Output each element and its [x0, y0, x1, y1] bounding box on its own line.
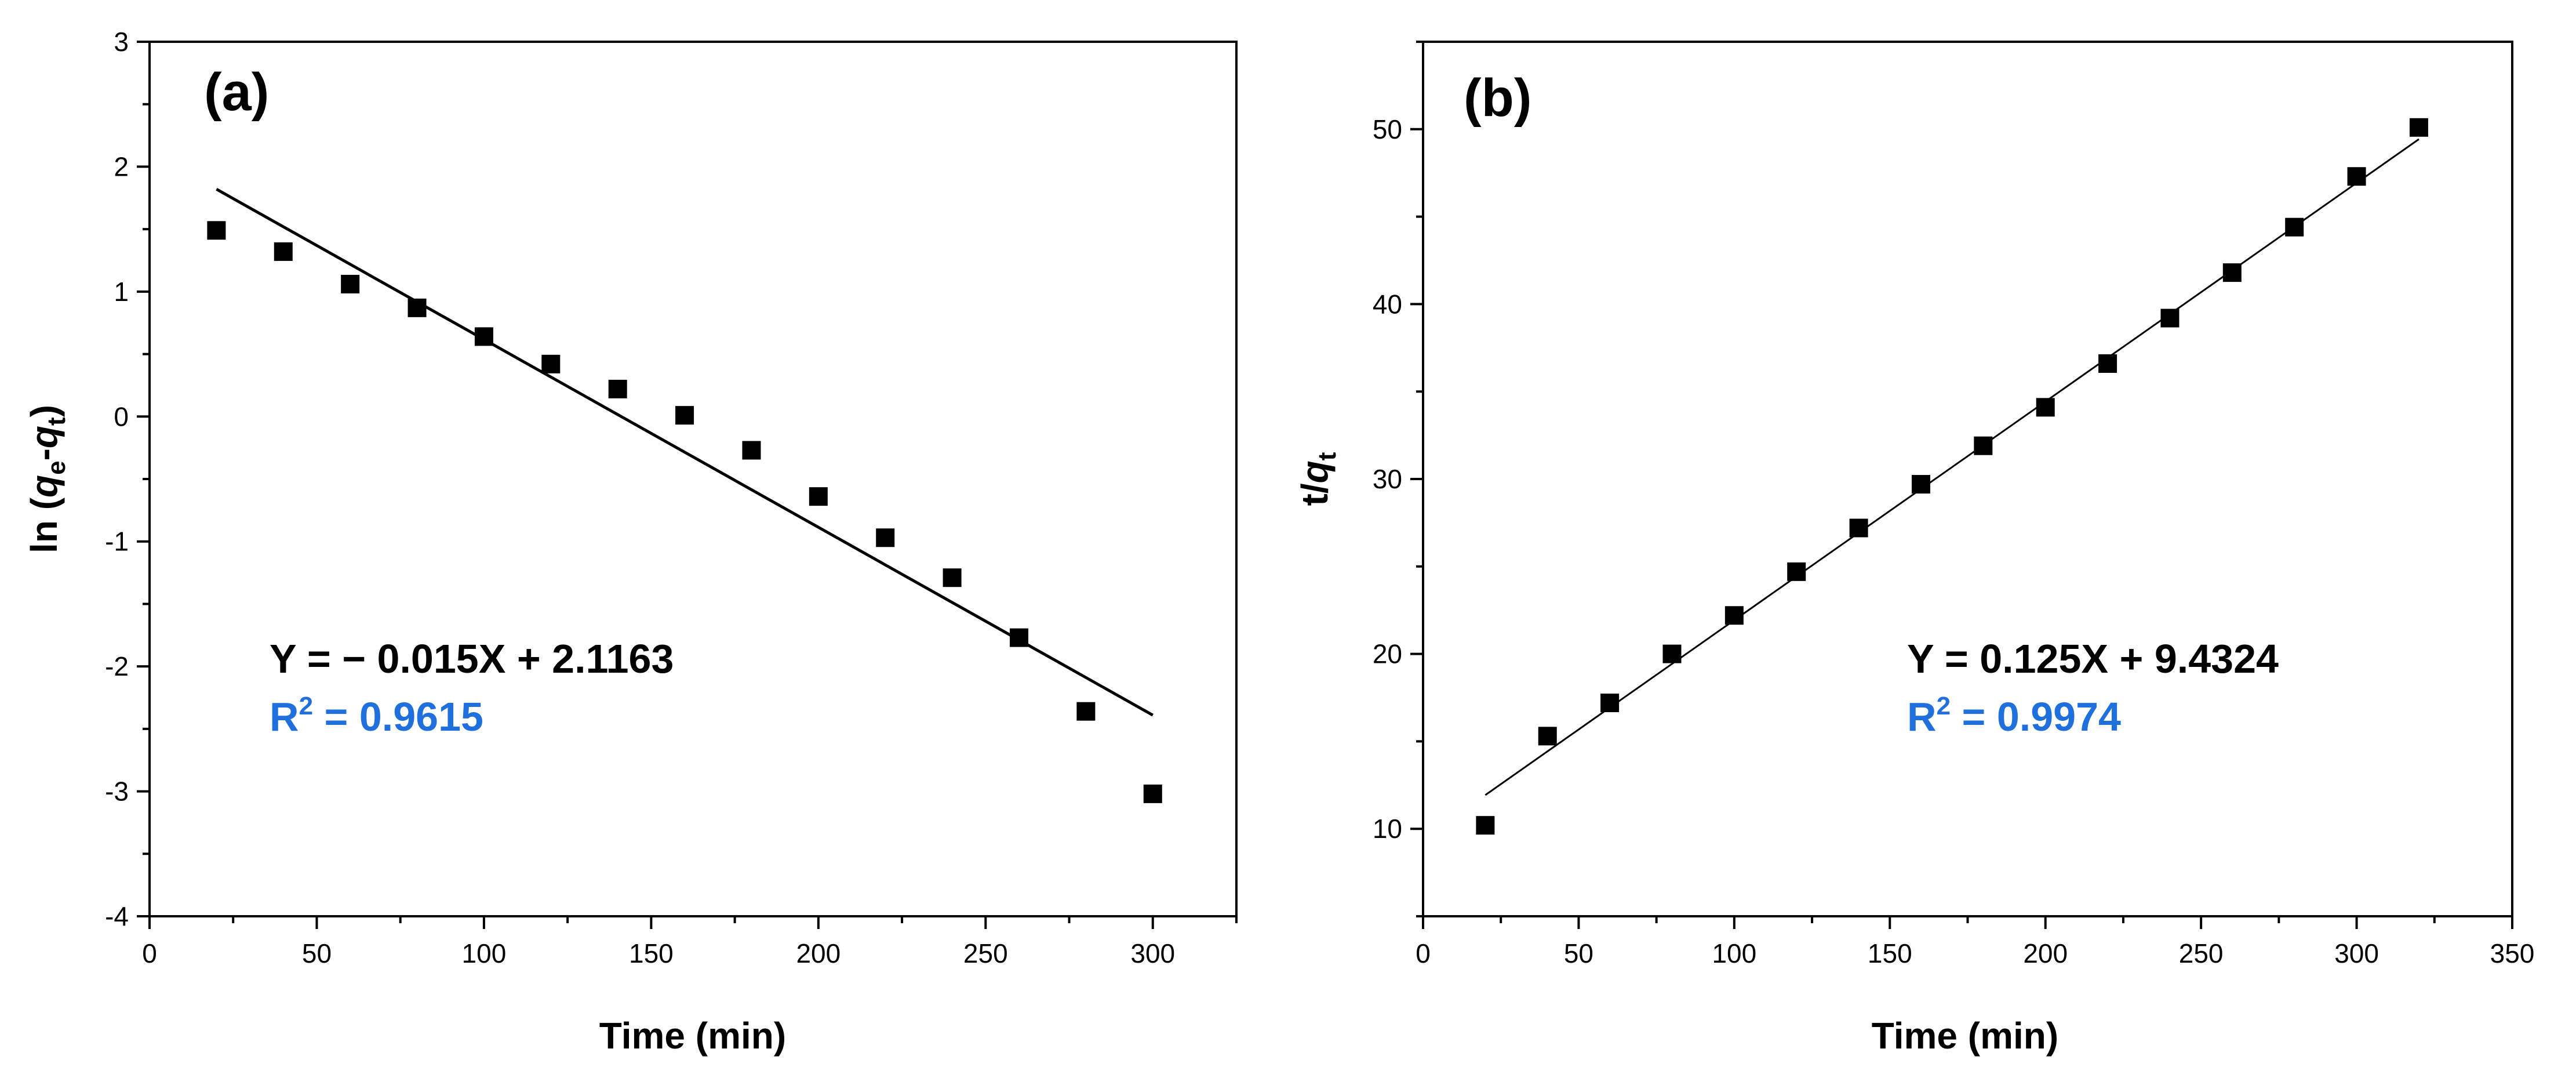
y-axis-title-a: ln (qe-qt) [23, 405, 71, 553]
data-point-a [474, 327, 493, 346]
data-point-b [1600, 694, 1620, 713]
y-tick-label-a: -3 [105, 777, 129, 807]
data-point-b [2098, 354, 2117, 373]
data-point-b [2222, 263, 2242, 282]
data-point-a [541, 354, 561, 373]
y-tick-label-b: 20 [1373, 639, 1402, 669]
panel-label-b: (b) [1464, 68, 1531, 128]
data-point-b [2347, 167, 2366, 186]
data-point-a [675, 406, 694, 425]
data-points-a [207, 221, 1162, 803]
panel-label-a: (a) [204, 63, 269, 122]
y-tick-label-a: -1 [105, 527, 129, 557]
r-squared-a: R2 = 0.9615 [270, 692, 483, 739]
data-point-a [809, 487, 828, 506]
data-point-a [943, 568, 962, 587]
x-tick-label-b: 150 [1868, 938, 1912, 968]
x-tick-label-a: 100 [462, 938, 507, 968]
data-point-a [341, 274, 360, 293]
data-point-b [1849, 518, 1868, 538]
y-tick-label-a: 3 [114, 27, 129, 57]
data-point-b [2036, 398, 2055, 417]
data-point-b [1724, 606, 1744, 625]
x-tick-label-b: 300 [2334, 938, 2379, 968]
y-tick-label-b: 10 [1373, 814, 1402, 844]
x-tick-label-a: 250 [963, 938, 1008, 968]
y-ticks-a: -4 -3 -2 -1 0 1 2 3 [105, 27, 150, 931]
x-ticks-b: 0 50 100 150 200 250 300 350 [1416, 916, 2534, 968]
equation-a: Y = − 0.015X + 2.1163 [270, 636, 674, 681]
x-ticks-a: 0 50 100 150 200 250 300 [142, 916, 1238, 968]
data-point-a [274, 242, 293, 261]
data-point-b [1662, 644, 1682, 663]
x-tick-label-b: 100 [1712, 938, 1756, 968]
data-point-b [2409, 118, 2428, 137]
data-point-b [1476, 816, 1495, 835]
data-point-a [1076, 702, 1096, 721]
x-tick-label-b: 0 [1416, 938, 1431, 968]
x-axis-title-b: Time (min) [1872, 1015, 2058, 1057]
x-tick-label-a: 200 [796, 938, 841, 968]
data-point-b [1974, 436, 1993, 455]
y-tick-label-a: -2 [105, 651, 129, 681]
x-tick-label-a: 50 [302, 938, 332, 968]
y-tick-label-b: 50 [1373, 114, 1402, 144]
equation-b: Y = 0.125X + 9.4324 [1907, 636, 2279, 681]
y-tick-label-a: -4 [105, 901, 129, 931]
y-tick-label-b: 40 [1373, 289, 1402, 319]
y-tick-label-b: 30 [1373, 464, 1402, 494]
data-point-b [1787, 562, 1806, 581]
data-points-b [1476, 118, 2428, 835]
y-axis-title-b: t/qt [1294, 452, 1341, 506]
x-tick-label-a: 0 [142, 938, 157, 968]
x-axis-title-a: Time (min) [599, 1015, 786, 1057]
y-tick-label-a: 0 [114, 401, 129, 431]
chart-panel-b: 0 50 100 150 200 250 300 350 10 20 30 40 50 (b) Y =… [1294, 41, 2534, 1057]
data-point-a [207, 221, 226, 240]
data-point-b [2160, 309, 2180, 328]
x-tick-label-a: 300 [1130, 938, 1175, 968]
data-point-a [407, 298, 427, 317]
x-tick-label-b: 200 [2023, 938, 2068, 968]
y-tick-label-a: 1 [114, 277, 129, 307]
data-point-b [2285, 217, 2304, 237]
r-squared-b: R2 = 0.9974 [1907, 692, 2121, 739]
x-tick-label-b: 350 [2490, 938, 2535, 968]
data-point-a [876, 528, 895, 547]
data-point-a [1143, 784, 1162, 803]
x-tick-label-a: 150 [629, 938, 674, 968]
data-point-a [608, 379, 627, 398]
y-tick-label-a: 2 [114, 151, 129, 182]
plot-frame-a [148, 41, 1238, 917]
data-point-b [1538, 727, 1557, 746]
data-point-a [742, 441, 761, 460]
fit-line-a [216, 188, 1154, 717]
y-ticks-b: 10 20 30 40 50 [1373, 41, 1423, 917]
x-tick-label-b: 50 [1564, 938, 1593, 968]
x-tick-label-b: 250 [2179, 938, 2224, 968]
fit-line-b [1485, 138, 2419, 796]
chart-panel-a: 0 50 100 150 200 250 300 -4 -3 -2 -1 0 1 2 3 (a) Y = … [23, 27, 1238, 1057]
data-point-a [1010, 628, 1028, 647]
data-point-b [1911, 475, 1930, 494]
